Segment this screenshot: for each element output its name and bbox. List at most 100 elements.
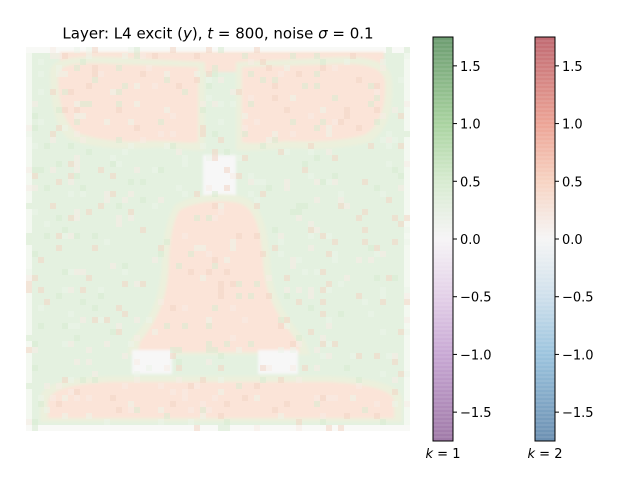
noise-pixel [74,323,80,329]
noise-pixel [62,395,68,401]
noise-pixel [194,77,200,83]
noise-pixel [74,161,80,167]
noise-pixel [242,125,248,131]
noise-pixel [218,101,224,107]
noise-pixel [32,251,38,257]
noise-pixel [212,347,218,353]
noise-pixel [278,347,284,353]
noise-pixel [152,257,158,263]
noise-pixel [200,407,206,413]
noise-pixel [254,179,260,185]
noise-pixel [314,197,320,203]
noise-pixel [182,155,188,161]
noise-pixel [368,311,374,317]
noise-pixel [326,395,332,401]
noise-pixel [248,101,254,107]
noise-pixel [374,185,380,191]
noise-pixel [272,83,278,89]
noise-pixel [260,365,266,371]
noise-pixel [68,191,74,197]
noise-pixel [224,269,230,275]
noise-pixel [374,119,380,125]
noise-pixel [254,425,260,431]
noise-pixel [338,191,344,197]
noise-pixel [104,119,110,125]
noise-pixel [302,83,308,89]
noise-pixel [194,191,200,197]
noise-pixel [56,401,62,407]
noise-pixel [218,47,224,53]
noise-pixel [356,125,362,131]
noise-pixel [248,59,254,65]
noise-pixel [308,293,314,299]
colorbar-label: k = 2 [528,447,563,462]
noise-pixel [32,113,38,119]
noise-pixel [62,53,68,59]
noise-pixel [44,143,50,149]
noise-pixel [170,347,176,353]
noise-pixel [404,287,410,293]
noise-pixel [242,131,248,137]
noise-pixel [206,185,212,191]
noise-pixel [284,317,290,323]
noise-pixel [212,263,218,269]
noise-pixel [320,335,326,341]
noise-pixel [326,281,332,287]
noise-pixel [302,167,308,173]
noise-pixel [26,185,32,191]
noise-pixel [164,71,170,77]
noise-pixel [170,113,176,119]
noise-pixel [26,203,32,209]
noise-pixel [56,233,62,239]
noise-pixel [80,317,86,323]
noise-pixel [38,119,44,125]
noise-pixel [206,77,212,83]
noise-pixel [356,293,362,299]
noise-pixel [374,95,380,101]
noise-pixel [374,89,380,95]
noise-pixel [230,101,236,107]
noise-pixel [392,107,398,113]
noise-pixel [50,131,56,137]
noise-pixel [32,425,38,431]
noise-pixel [362,227,368,233]
noise-pixel [74,215,80,221]
noise-pixel [182,395,188,401]
noise-pixel [68,143,74,149]
noise-pixel [176,359,182,365]
noise-pixel [104,197,110,203]
noise-pixel [116,221,122,227]
noise-pixel [404,131,410,137]
noise-pixel [116,101,122,107]
noise-pixel [140,179,146,185]
noise-pixel [50,89,56,95]
noise-pixel [176,347,182,353]
noise-pixel [206,269,212,275]
noise-pixel [404,227,410,233]
noise-pixel [62,269,68,275]
noise-pixel [44,221,50,227]
colorbar-tick-label: 1.0 [460,118,481,133]
noise-pixel [272,227,278,233]
noise-pixel [158,251,164,257]
noise-pixel [218,209,224,215]
noise-pixel [116,305,122,311]
chart-title: Layer: L4 excit (y), t = 800, noise σ = … [62,25,373,43]
noise-pixel [380,137,386,143]
noise-pixel [116,107,122,113]
noise-pixel [56,125,62,131]
noise-pixel [314,179,320,185]
noise-pixel [398,371,404,377]
noise-pixel [206,347,212,353]
noise-pixel [332,155,338,161]
noise-pixel [110,89,116,95]
noise-pixel [176,185,182,191]
noise-pixel [68,269,74,275]
noise-pixel [26,419,32,425]
noise-pixel [26,335,32,341]
noise-pixel [344,413,350,419]
noise-pixel [38,395,44,401]
noise-pixel [404,101,410,107]
noise-pixel [278,413,284,419]
noise-pixel [356,353,362,359]
